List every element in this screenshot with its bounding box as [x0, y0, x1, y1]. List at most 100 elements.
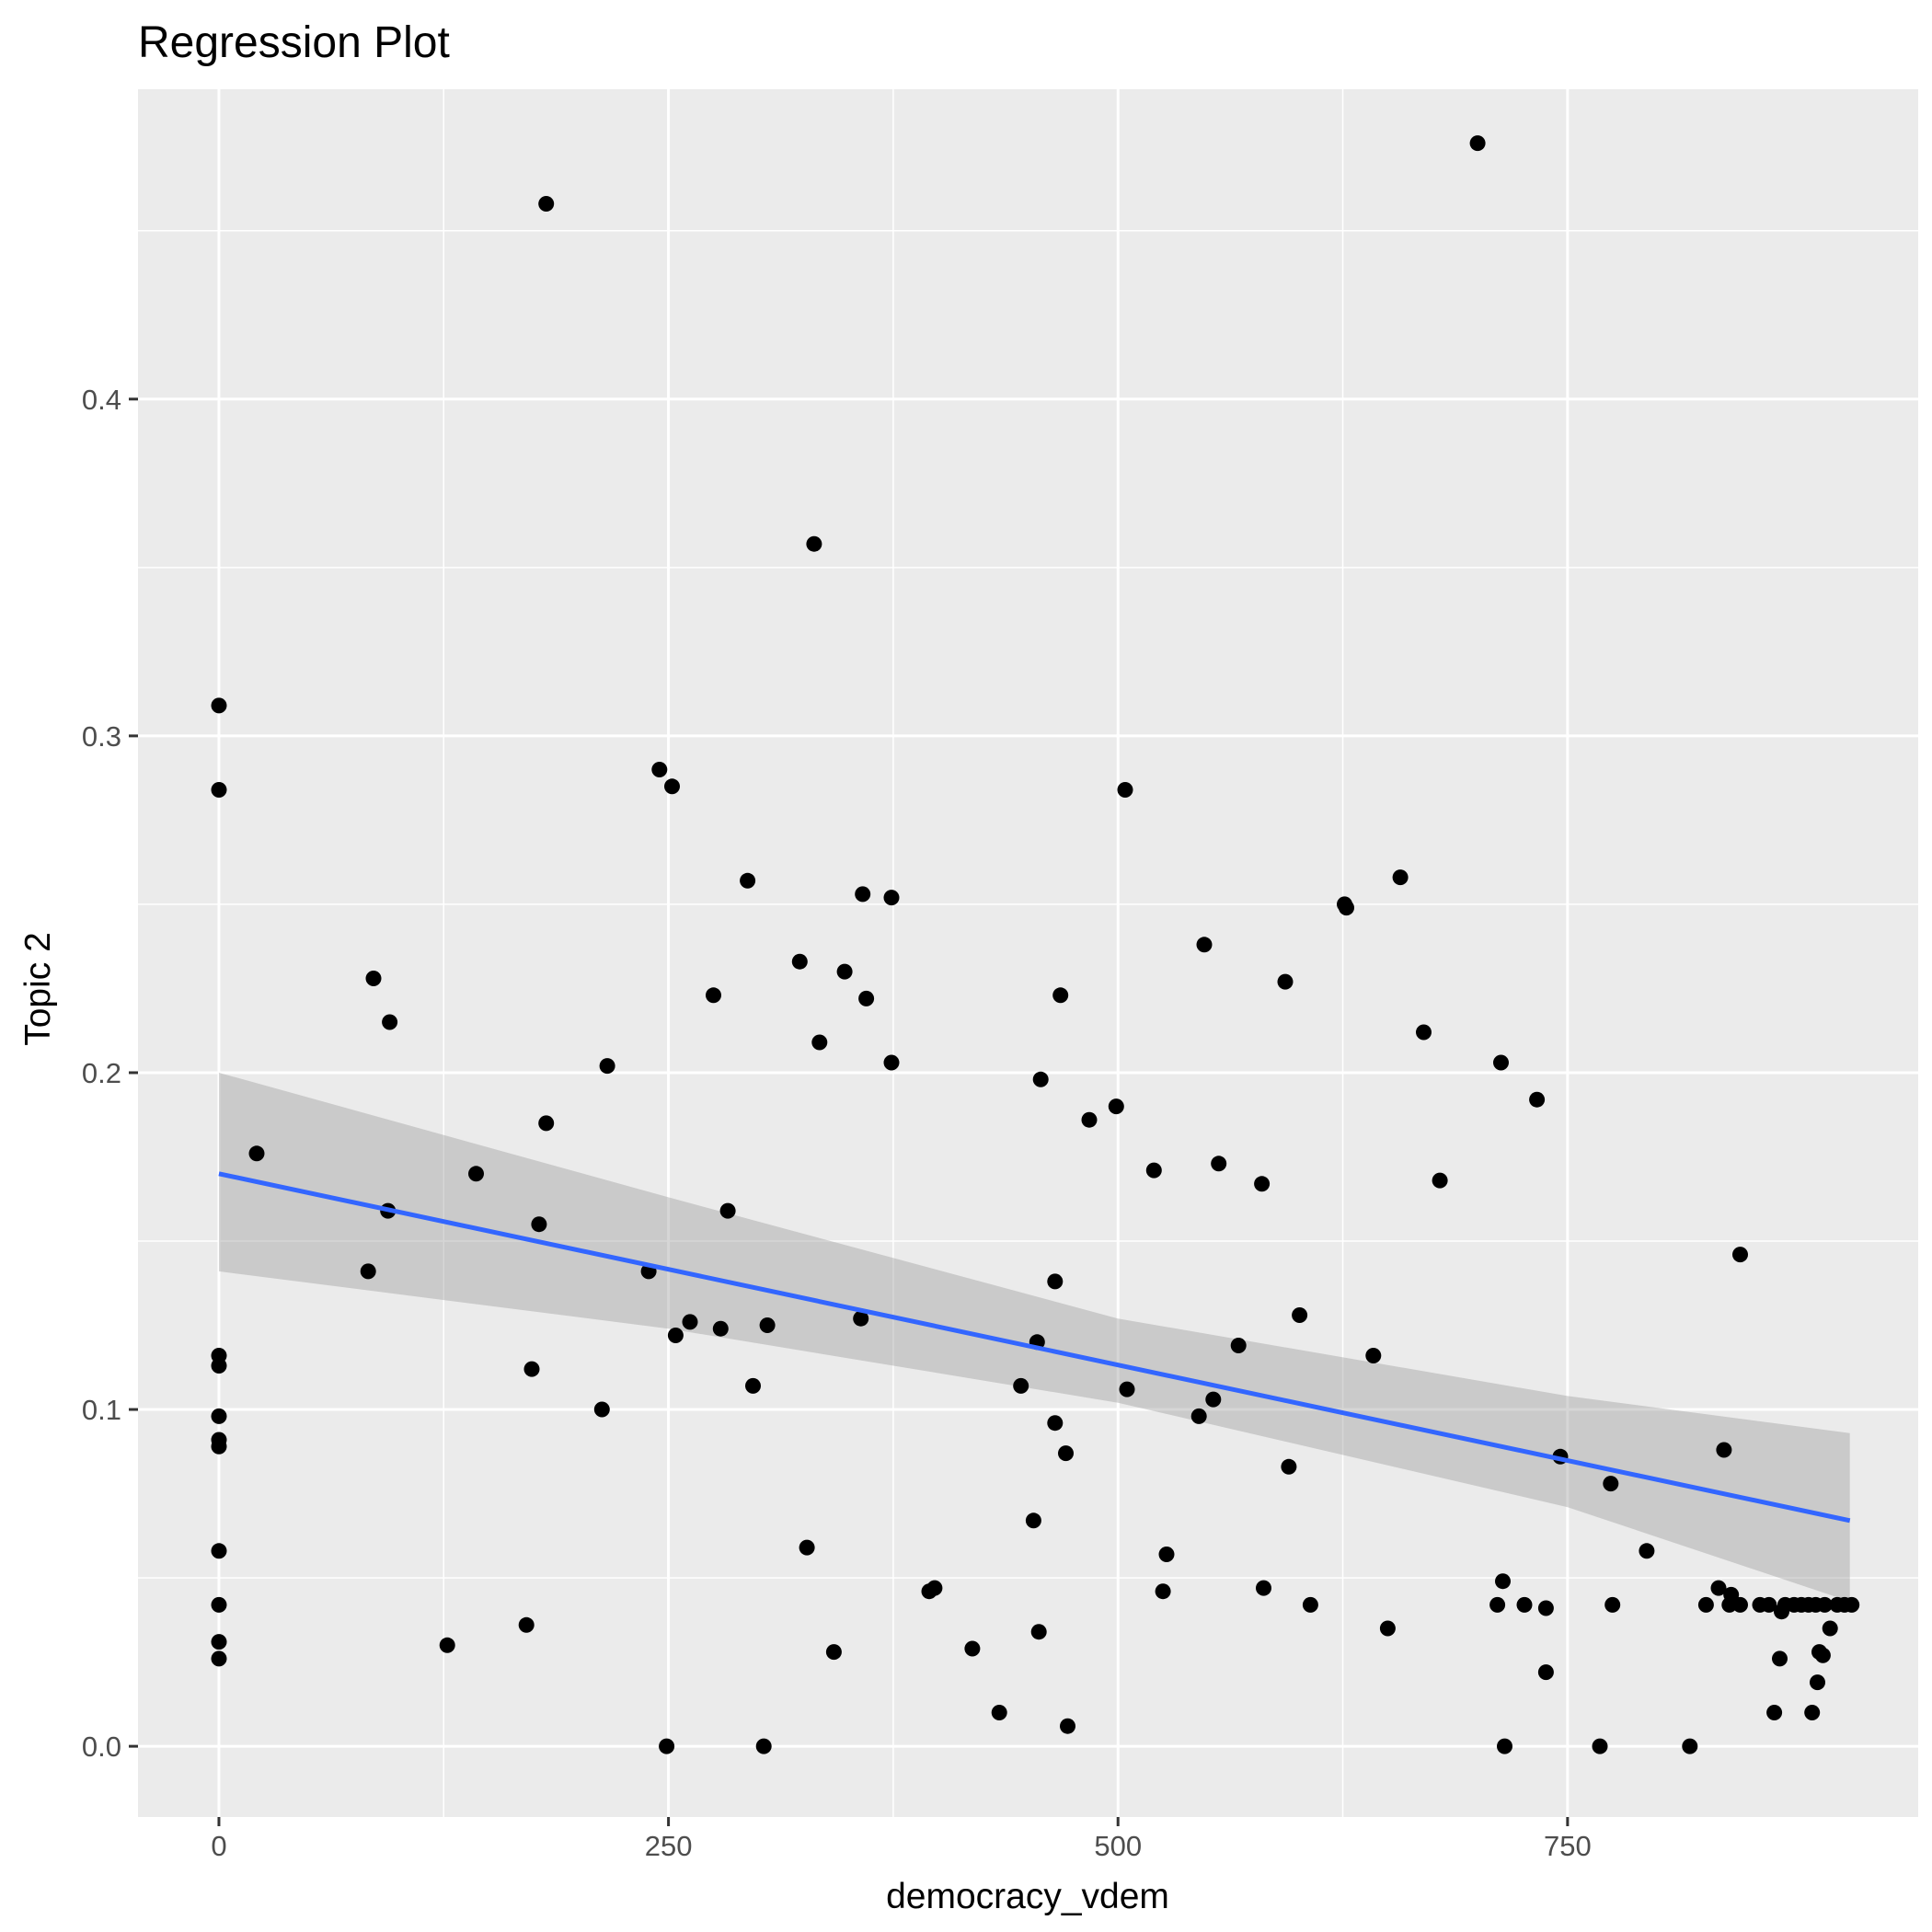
data-point: [712, 1320, 729, 1337]
data-point: [883, 890, 900, 906]
data-point: [1032, 1071, 1049, 1087]
data-points: [211, 135, 1860, 1754]
data-point: [1732, 1596, 1748, 1613]
data-point: [593, 1401, 610, 1418]
data-point: [1196, 937, 1213, 953]
data-point: [1277, 973, 1294, 990]
data-point: [211, 782, 227, 798]
data-point: [211, 1543, 227, 1559]
data-point: [1516, 1596, 1533, 1613]
data-point: [855, 886, 871, 903]
data-point: [825, 1644, 842, 1661]
data-point: [1814, 1647, 1831, 1663]
data-point: [991, 1705, 1007, 1720]
data-point: [211, 1408, 227, 1424]
data-point: [811, 1034, 828, 1051]
data-point: [759, 1317, 776, 1333]
data-point: [1013, 1377, 1029, 1394]
data-point: [1365, 1348, 1382, 1363]
x-axis: 0 250 500 750: [211, 1817, 1592, 1862]
data-point: [1155, 1583, 1171, 1600]
data-point: [211, 1438, 227, 1455]
data-point: [1230, 1338, 1247, 1353]
data-point: [682, 1314, 698, 1330]
data-point: [667, 1328, 684, 1343]
data-point: [1537, 1664, 1554, 1681]
data-point: [836, 963, 853, 980]
data-point: [1030, 1624, 1047, 1640]
data-point: [1052, 987, 1069, 1004]
data-point: [1716, 1442, 1732, 1458]
data-point: [468, 1166, 484, 1182]
data-point: [858, 990, 875, 1006]
data-point: [1047, 1415, 1064, 1432]
grid-minor: [138, 89, 1918, 1817]
data-point: [1772, 1650, 1788, 1667]
data-point: [1025, 1512, 1041, 1529]
data-point: [518, 1616, 535, 1633]
data-point: [1710, 1580, 1727, 1596]
y-tick-label: 0.4: [82, 384, 121, 416]
data-point: [1081, 1111, 1098, 1128]
data-point: [799, 1539, 815, 1556]
data-point: [1432, 1172, 1448, 1189]
data-point: [883, 1054, 900, 1071]
data-point: [1058, 1445, 1074, 1462]
data-point: [853, 1310, 869, 1327]
data-point: [248, 1145, 265, 1162]
data-point: [211, 1358, 227, 1374]
data-point: [706, 987, 721, 1004]
data-point: [651, 762, 668, 777]
data-point: [1493, 1054, 1509, 1071]
data-point: [211, 1596, 227, 1613]
y-tick-label: 0.0: [82, 1731, 121, 1763]
data-point: [1416, 1024, 1432, 1041]
x-axis-title: democracy_vdem: [886, 1877, 1169, 1916]
plot-panel: [138, 89, 1918, 1817]
data-point: [1822, 1620, 1838, 1637]
data-point: [531, 1216, 547, 1233]
grid-major: [138, 89, 1918, 1817]
data-point: [1379, 1620, 1396, 1637]
data-point: [926, 1580, 943, 1596]
data-point: [211, 1650, 227, 1667]
data-point: [1732, 1247, 1748, 1263]
data-point: [1256, 1580, 1271, 1596]
data-point: [211, 1634, 227, 1650]
data-point: [1117, 782, 1133, 798]
data-point: [365, 971, 382, 986]
data-point: [1281, 1458, 1297, 1475]
data-point: [360, 1263, 376, 1280]
data-point: [382, 1014, 398, 1030]
x-tick-label: 750: [1544, 1830, 1592, 1862]
data-point: [1254, 1176, 1271, 1192]
y-axis-title: Topic 2: [18, 932, 58, 1046]
x-tick-label: 500: [1094, 1830, 1142, 1862]
data-point: [664, 778, 680, 795]
data-point: [523, 1361, 540, 1377]
data-point: [1529, 1091, 1546, 1108]
data-point: [538, 1115, 555, 1132]
data-point: [1723, 1586, 1740, 1603]
x-tick-label: 0: [211, 1830, 226, 1862]
data-point: [745, 1377, 761, 1394]
data-point: [1761, 1596, 1777, 1613]
data-point: [719, 1202, 736, 1219]
data-point: [1603, 1476, 1619, 1492]
data-point: [1469, 135, 1486, 152]
data-point: [806, 535, 822, 552]
chart-title: Regression Plot: [138, 18, 450, 67]
data-point: [659, 1738, 675, 1754]
data-point: [1537, 1600, 1554, 1616]
data-point: [791, 953, 808, 970]
data-point: [1292, 1307, 1308, 1323]
data-point: [1489, 1596, 1506, 1613]
y-axis: 0.0 0.1 0.2 0.3 0.4: [82, 384, 138, 1763]
regression-line: [218, 1171, 1851, 1524]
data-point: [1639, 1543, 1655, 1559]
data-point: [1682, 1738, 1698, 1754]
data-point: [211, 697, 227, 714]
data-point: [1804, 1705, 1821, 1720]
data-point: [964, 1640, 981, 1657]
